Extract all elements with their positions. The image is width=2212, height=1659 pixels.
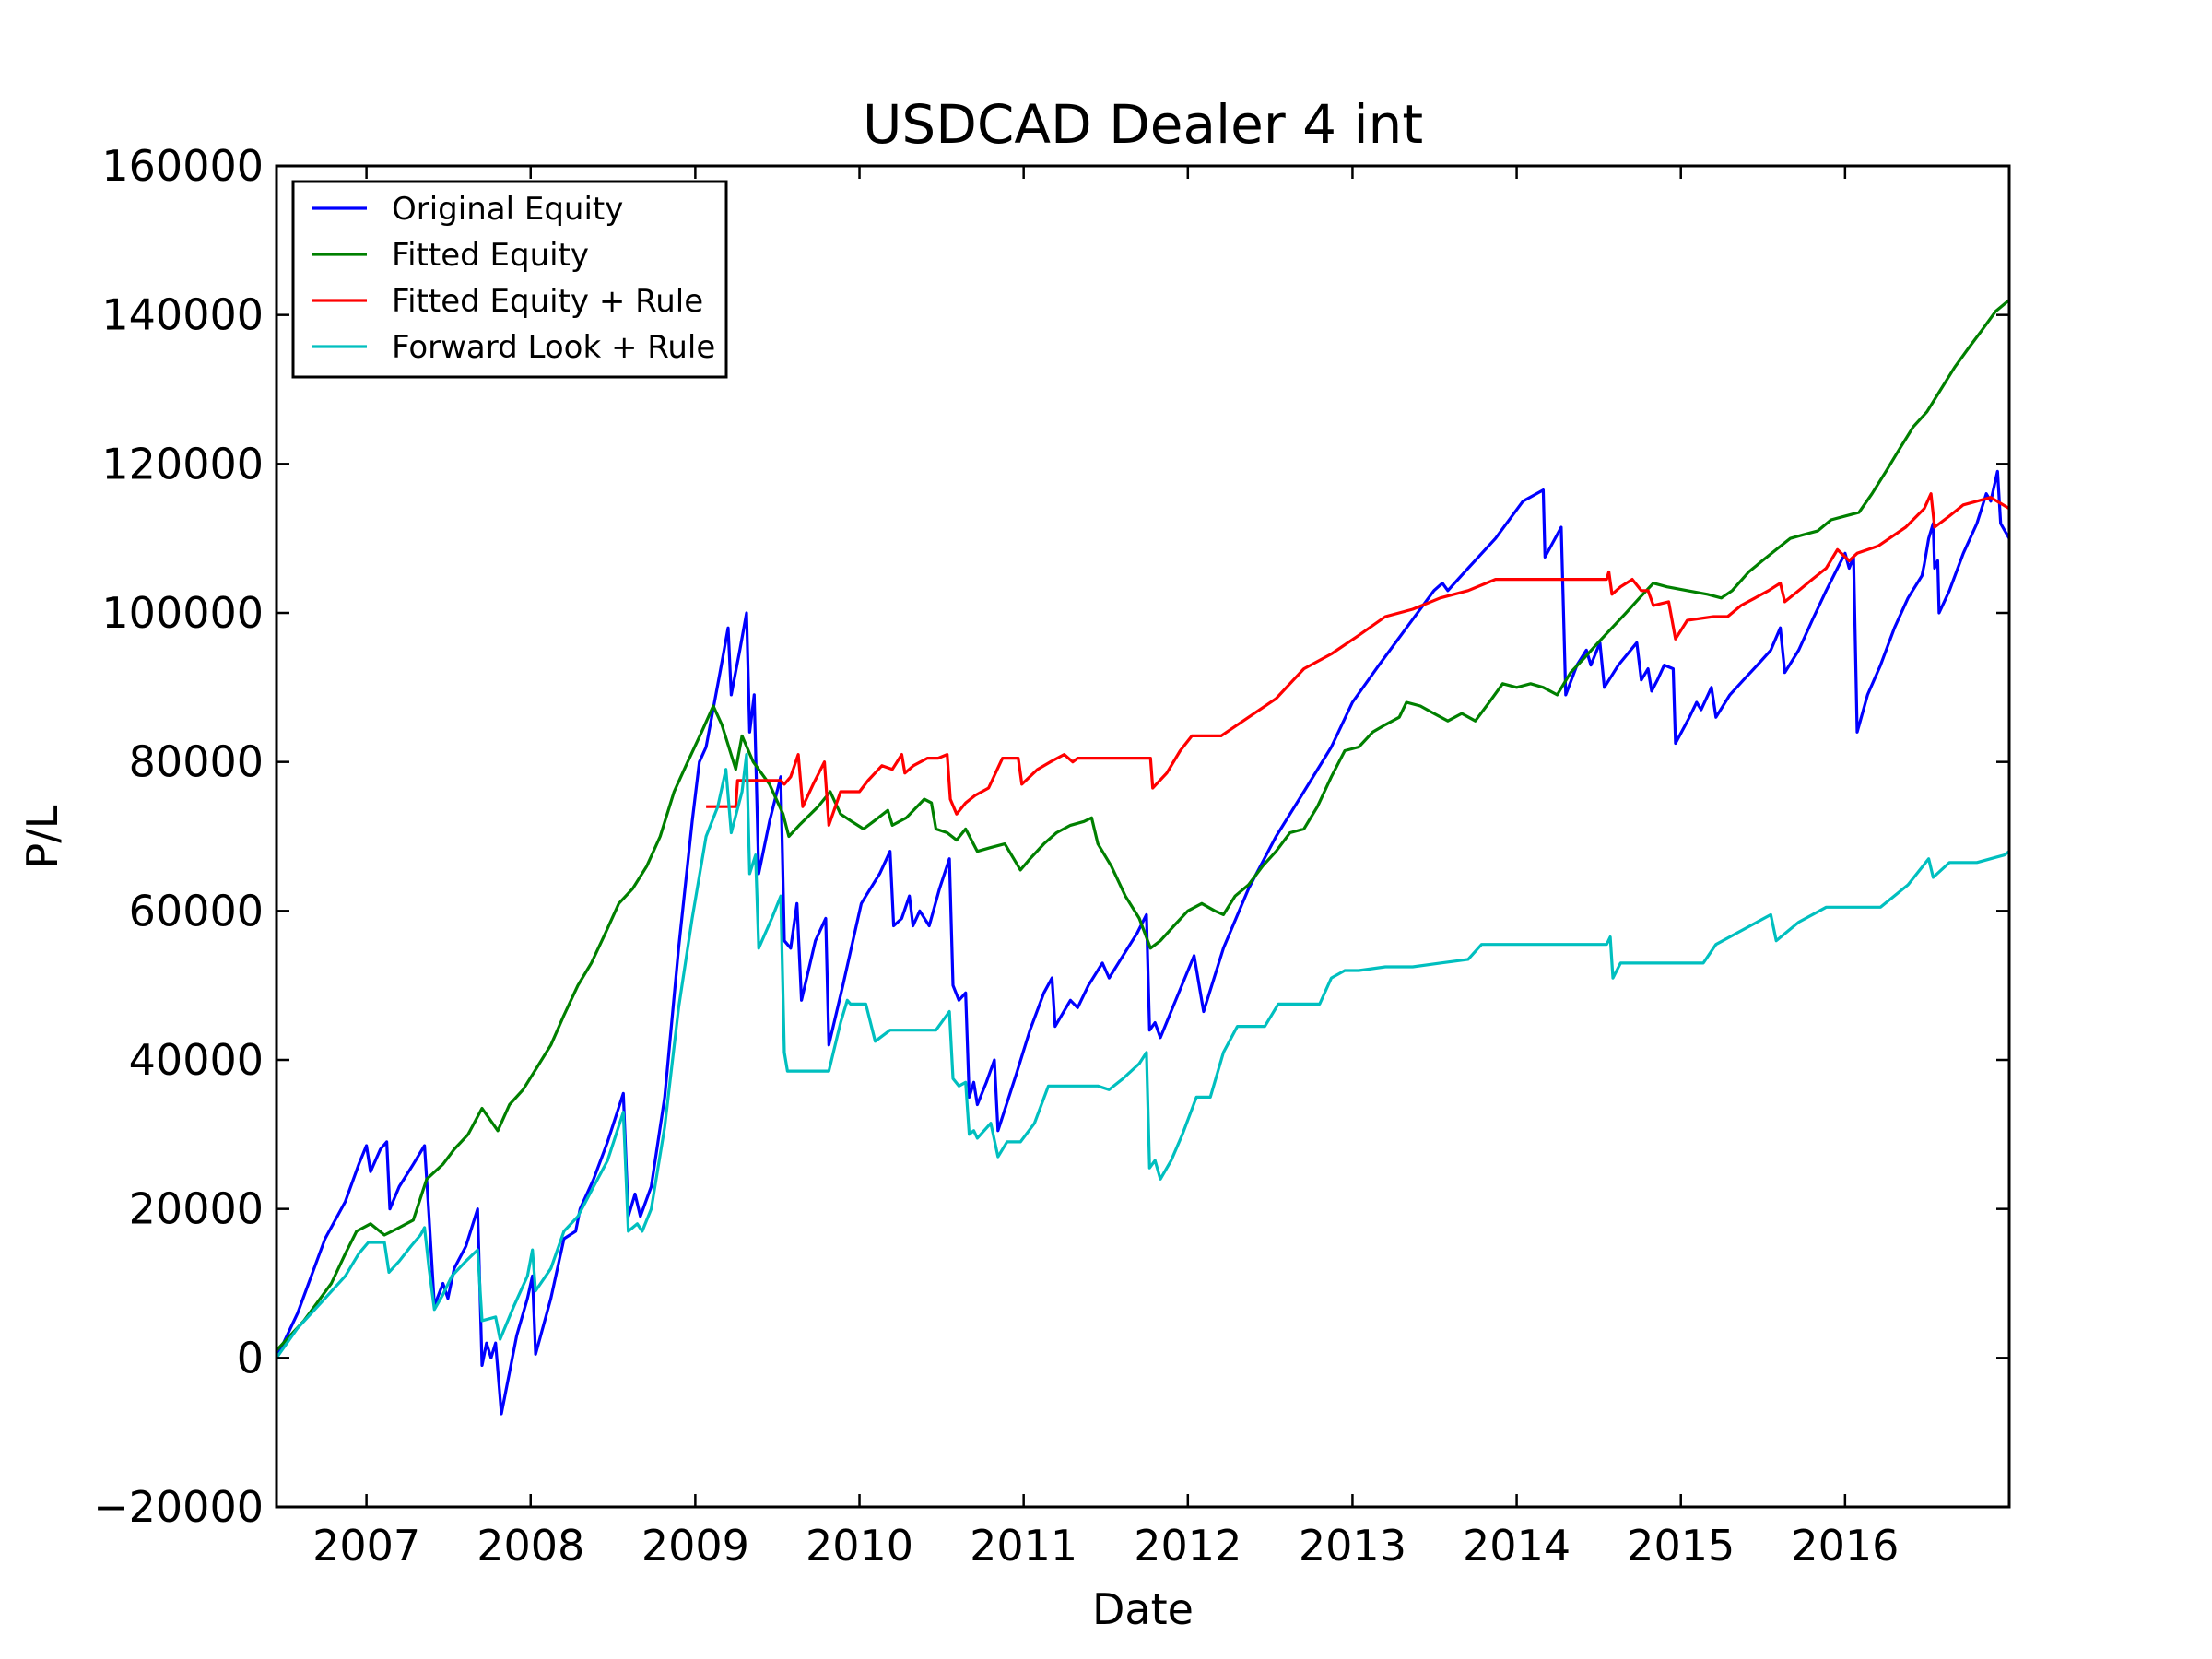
y-axis: −20000 0 20000 40000 60000 80000 100000 120000 1… xyxy=(93,141,2009,1532)
legend-label: Fitted Equity + Rule xyxy=(392,283,703,320)
y-tick-label: 140000 xyxy=(101,290,264,340)
x-tick-label: 2015 xyxy=(1627,1521,1735,1571)
x-tick-label: 2014 xyxy=(1463,1521,1571,1571)
legend-entries: Original Equity Fitted Equity Fitted Equit… xyxy=(312,191,715,366)
y-tick-label: 20000 xyxy=(129,1184,264,1234)
x-tick-label: 2016 xyxy=(1791,1521,1899,1571)
x-tick-label: 2011 xyxy=(970,1521,1077,1571)
x-axis-label: Date xyxy=(1092,1584,1194,1634)
x-tick-label: 2007 xyxy=(312,1521,420,1571)
legend-label: Original Equity xyxy=(392,191,623,228)
x-tick-label: 2012 xyxy=(1134,1521,1241,1571)
y-tick-label: 120000 xyxy=(101,439,264,488)
chart-title: USDCAD Dealer 4 int xyxy=(863,93,1423,156)
series-line-original-equity xyxy=(276,469,2009,1416)
y-tick-label: 80000 xyxy=(129,737,264,787)
x-tick-label: 2013 xyxy=(1299,1521,1406,1571)
y-tick-label: 60000 xyxy=(129,886,264,935)
x-tick-label: 2010 xyxy=(806,1521,913,1571)
series-line-fitted-equity-rule xyxy=(706,492,2009,827)
y-tick-label: 100000 xyxy=(101,588,264,638)
legend-label: Fitted Equity xyxy=(392,237,589,274)
y-tick-label: 0 xyxy=(237,1333,264,1382)
y-axis-label: P/L xyxy=(18,805,67,868)
y-tick-label: 40000 xyxy=(129,1035,264,1085)
x-tick-label: 2008 xyxy=(477,1521,584,1571)
series-group xyxy=(276,299,2009,1416)
chart-legend: Original Equity Fitted Equity Fitted Equit… xyxy=(291,180,728,379)
plot-area xyxy=(275,164,2011,1509)
legend-box xyxy=(291,180,728,379)
plot-frame xyxy=(275,164,2011,1509)
legend-label: Forward Look + Rule xyxy=(392,329,715,366)
x-tick-label: 2009 xyxy=(641,1521,749,1571)
x-axis: 2007 2008 2009 2010 2011 2012 2013 2014 2015 2016 xyxy=(312,166,1899,1571)
y-tick-label: 160000 xyxy=(101,141,264,191)
y-tick-label: −20000 xyxy=(93,1482,264,1532)
series-line-forward-look-rule xyxy=(276,753,2009,1359)
series-line-fitted-equity xyxy=(276,299,2009,1352)
